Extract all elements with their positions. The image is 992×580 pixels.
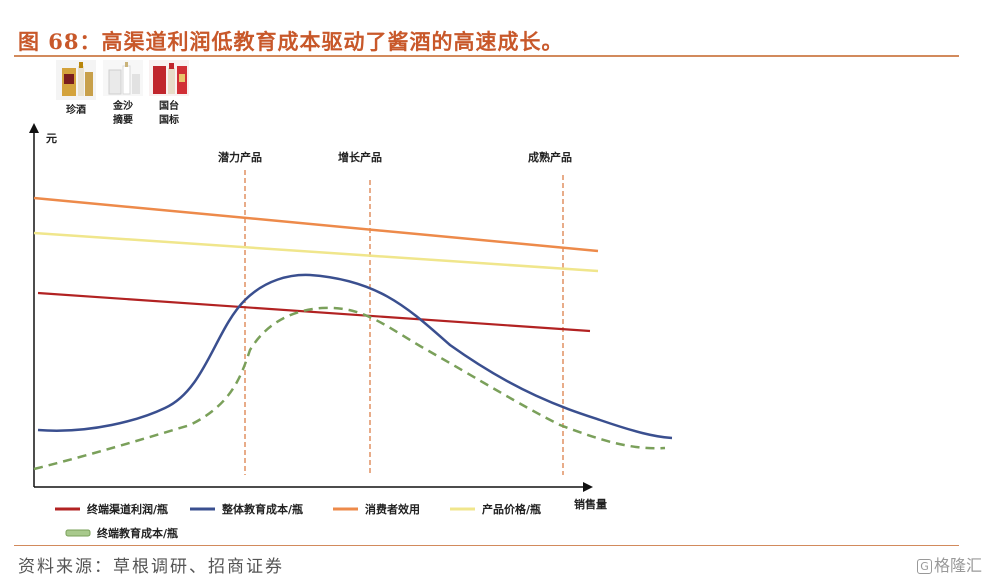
product-guotai: 国台 国标	[148, 60, 190, 128]
product-label: 珍酒	[66, 105, 86, 116]
watermark-logo-icon: G	[916, 559, 932, 574]
phase-label-growth: 增长产品	[338, 150, 382, 164]
legend-label-terminal-education-cost: 终端教育成本/瓶	[97, 526, 178, 540]
product-zhenjiu: 珍酒	[54, 60, 98, 118]
product-label: 金沙	[113, 101, 133, 112]
page-title: 图 68：高渠道利润低教育成本驱动了酱酒的高速成长。	[18, 29, 564, 54]
product-label: 摘要	[113, 115, 133, 126]
source-note: 资料来源：草根调研、招商证券	[18, 557, 284, 577]
consumer-utility-line	[33, 196, 599, 253]
phase-label-mature: 成熟产品	[528, 150, 572, 164]
legend: 终端渠道利润/瓶 整体教育成本/瓶 消费者效用 产品价格/瓶 终端教育成本/瓶	[55, 502, 541, 540]
title-divider	[14, 55, 959, 57]
legend-label-channel-profit: 终端渠道利润/瓶	[87, 502, 168, 516]
watermark-text: 格隆汇	[933, 556, 982, 575]
product-jinsha: 金沙 摘要	[102, 60, 144, 128]
y-axis-label: 元	[46, 132, 57, 145]
zhenjiu-bottle-image	[56, 60, 96, 100]
legend-label-total-education-cost: 整体教育成本/瓶	[221, 502, 303, 516]
channel-profit-line	[37, 291, 591, 333]
total-education-cost-curve	[37, 273, 673, 440]
product-price-line	[33, 231, 599, 273]
jinsha-bottle-image	[103, 60, 143, 96]
product-label: 国标	[159, 115, 179, 126]
terminal-education-cost-curve	[33, 306, 666, 471]
watermark: G 格隆汇	[916, 552, 982, 576]
footer-divider	[14, 545, 959, 546]
x-axis-label: 销售量	[574, 497, 607, 511]
guotai-bottle-image	[149, 60, 189, 96]
legend-swatch-terminal-education-cost	[65, 529, 91, 537]
legend-label-consumer-utility: 消费者效用	[365, 502, 420, 516]
legend-label-product-price: 产品价格/瓶	[482, 502, 541, 516]
phase-label-potential: 潜力产品	[218, 150, 262, 164]
product-label: 国台	[159, 101, 179, 112]
